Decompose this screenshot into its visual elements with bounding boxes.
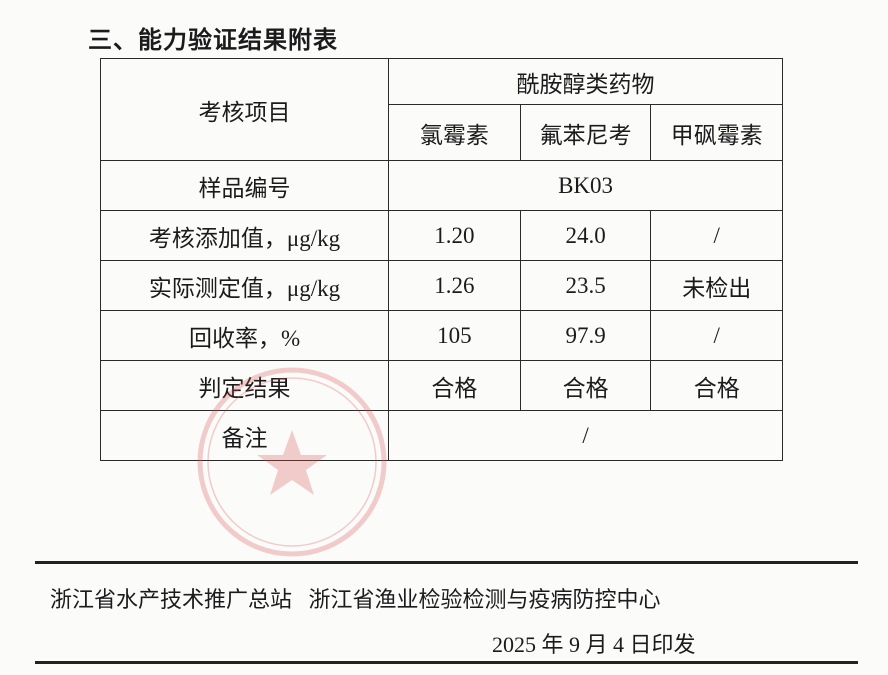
cell: 合格 [388,360,521,411]
table-row: 实际测定值，μg/kg 1.26 23.5 未检出 [99,260,783,311]
row-label: 考核添加值，μg/kg [99,210,390,261]
row-label: 实际测定值，μg/kg [99,260,390,311]
cell: 合格 [650,360,783,411]
row-label: 备注 [99,410,390,461]
remark-value: / [388,410,783,461]
cell: 1.20 [388,210,521,261]
cell: 105 [388,310,521,361]
header-row: 考核项目 酰胺醇类药物 [99,58,783,161]
cell: 合格 [519,360,652,411]
drug-header-row: 氯霉素 氟苯尼考 甲砜霉素 [101,104,783,161]
item-header: 考核项目 [99,58,390,161]
sample-row: 样品编号 BK03 [99,160,783,211]
cell: / [650,310,783,361]
drug-header: 氟苯尼考 [519,104,652,161]
cell: 24.0 [519,210,652,261]
cell: / [650,210,783,261]
bottom-rule [35,661,858,664]
top-rule [35,561,858,564]
drug-header: 氯霉素 [388,104,521,161]
section-title: 三、能力验证结果附表 [88,26,338,54]
table-row: 回收率，% 105 97.9 / [99,310,783,361]
sample-id: BK03 [388,160,783,211]
cell: 1.26 [388,260,521,311]
row-label: 回收率，% [99,310,390,361]
row-label: 判定结果 [99,360,390,411]
issuers: 浙江省水产技术推广总站 浙江省渔业检验检测与疫病防控中心 [50,582,661,614]
table-row: 判定结果 合格 合格 合格 [99,360,783,411]
cell: 23.5 [519,260,652,311]
group-header: 酰胺醇类药物 [388,58,783,105]
row-label: 样品编号 [99,160,390,211]
issuer-1: 浙江省水产技术推广总站 [50,587,293,612]
table-row: 考核添加值，μg/kg 1.20 24.0 / [99,210,783,261]
drug-header: 甲砜霉素 [650,104,783,161]
issue-date: 2025 年 9 月 4 日印发 [492,632,696,657]
issuer-2: 浙江省渔业检验检测与疫病防控中心 [308,587,661,612]
remark-row: 备注 / [99,410,783,461]
results-table: 考核项目 酰胺醇类药物 氯霉素 氟苯尼考 甲砜霉素 样品编号 BK03 考核添加… [99,58,783,461]
cell: 未检出 [650,260,783,311]
cell: 97.9 [519,310,652,361]
